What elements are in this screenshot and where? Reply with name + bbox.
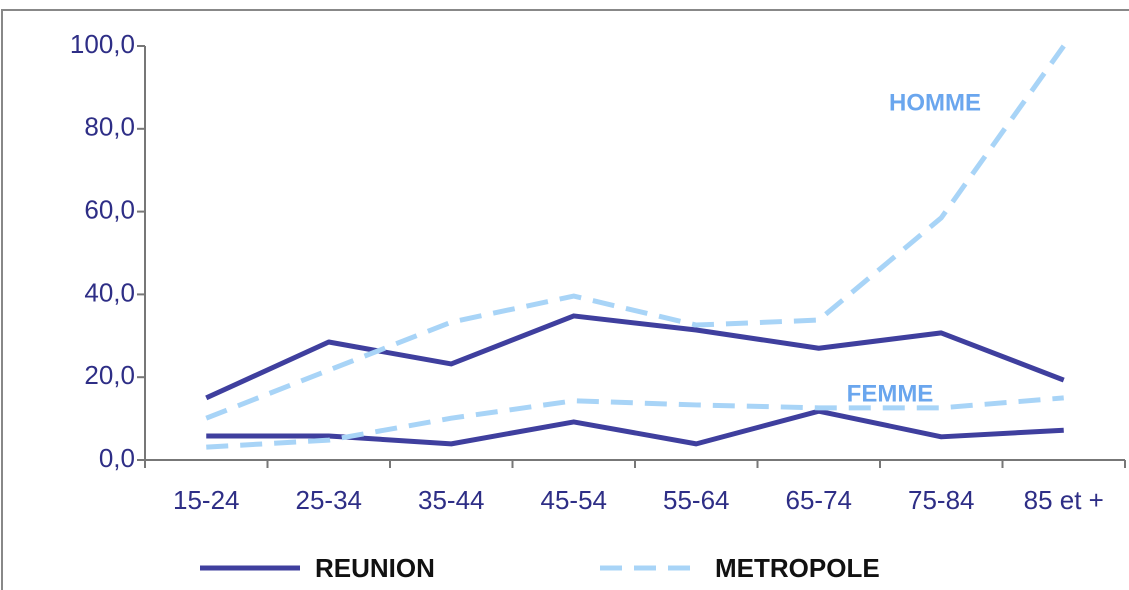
legend-label: REUNION bbox=[315, 553, 435, 583]
line bbox=[206, 408, 1064, 447]
frame bbox=[1, 9, 1129, 590]
line bbox=[205, 44, 1066, 421]
x-tick-label: 25-34 bbox=[296, 485, 363, 515]
y-tick-label: 60,0 bbox=[84, 194, 135, 224]
line bbox=[205, 313, 1065, 401]
x-tick-label: 35-44 bbox=[418, 485, 485, 515]
x-tick-label: 85 et + bbox=[1024, 485, 1104, 515]
annotation: FEMME bbox=[847, 380, 934, 407]
x-tick-label: 55-64 bbox=[663, 485, 730, 515]
line bbox=[206, 395, 1064, 450]
legend-label: METROPOLE bbox=[715, 553, 880, 583]
y-tick-label: 80,0 bbox=[84, 112, 135, 142]
y-tick-label: 40,0 bbox=[84, 277, 135, 307]
x-tick-label: 15-24 bbox=[173, 485, 240, 515]
y-tick-label: 0,0 bbox=[99, 443, 135, 473]
y-tick-label: 20,0 bbox=[84, 360, 135, 390]
x-tick-label: 75-84 bbox=[908, 485, 975, 515]
annotation: HOMME bbox=[889, 89, 981, 116]
x-tick-label: 65-74 bbox=[786, 485, 853, 515]
y-tick-label: 100,0 bbox=[70, 29, 135, 59]
x-tick-label: 45-54 bbox=[541, 485, 608, 515]
